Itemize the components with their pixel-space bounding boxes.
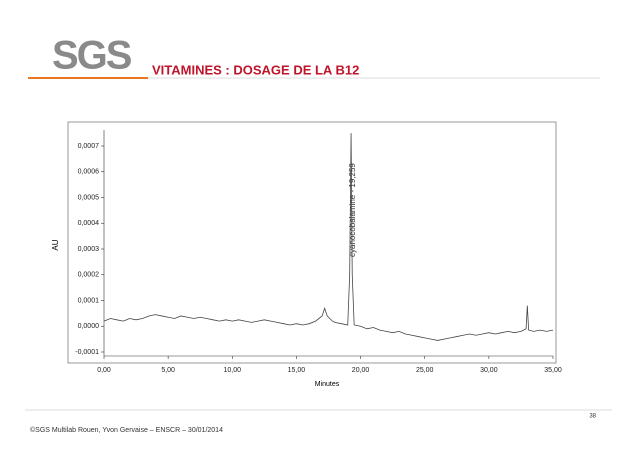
chromatogram-line: [103, 133, 554, 341]
x-tick-label: 35,00: [544, 367, 562, 374]
y-tick-label: 0,0000: [78, 323, 100, 330]
x-tick-label: 15,00: [288, 367, 306, 374]
chart-frame: [67, 121, 557, 364]
y-tick-label: 0,0007: [78, 143, 100, 150]
slide-title: VITAMINES : DOSAGE DE LA B12: [152, 62, 359, 77]
y-tick-label: 0,0005: [78, 194, 100, 201]
y-tick-label: 0,0004: [78, 220, 100, 227]
x-tick-label: 0,00: [97, 367, 111, 374]
x-axis-label: Minutes: [315, 381, 340, 388]
x-tick-label: 25,00: [416, 367, 434, 374]
logo: SGS: [52, 34, 132, 78]
y-axis-label: AU: [51, 239, 60, 250]
x-tick-label: 30,00: [480, 367, 498, 374]
footer-text: ©SGS Multilab Rouen, Yvon Gervaise – ENS…: [30, 426, 223, 434]
x-tick-label: 10,00: [224, 367, 242, 374]
x-tick-label: 5,00: [161, 367, 175, 374]
peak-annotation: cyanocobalamine - 19,259: [348, 163, 357, 257]
y-tick-label: 0,0001: [78, 297, 100, 304]
y-tick-label: 0,0002: [78, 272, 100, 279]
y-tick-label: -0,0001: [75, 349, 99, 356]
x-tick-label: 20,00: [352, 367, 370, 374]
y-tick-label: 0,0003: [78, 246, 100, 253]
page-number: 38: [589, 414, 596, 420]
y-tick-label: 0,0006: [78, 169, 100, 176]
